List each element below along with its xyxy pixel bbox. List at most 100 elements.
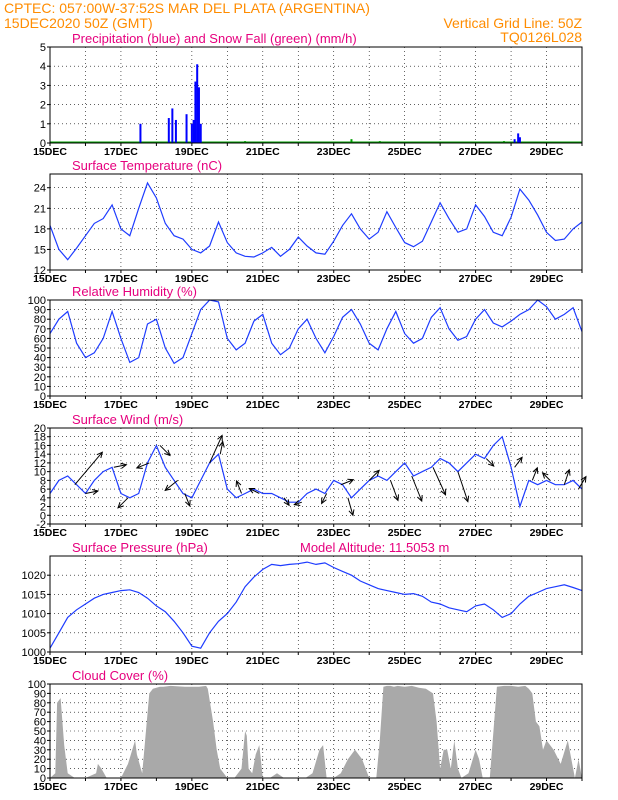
wind-arrowhead xyxy=(416,494,423,503)
y-tick-label: 21 xyxy=(34,203,46,215)
x-tick-label: 21DEC xyxy=(246,399,280,411)
precip-bar xyxy=(197,87,200,143)
wind-arrowhead xyxy=(120,462,128,469)
wind-arrow xyxy=(236,480,242,494)
wind-arrow xyxy=(457,471,469,502)
wind-arrowhead xyxy=(185,499,191,508)
precip-bar xyxy=(194,81,197,143)
x-tick-label: 29DEC xyxy=(530,655,564,667)
y-tick-label: 20 xyxy=(34,423,46,435)
y-tick-label: 90 xyxy=(34,688,46,700)
precip-bar xyxy=(171,108,174,143)
x-tick-label: 29DEC xyxy=(530,527,564,539)
wind-arrowhead xyxy=(217,434,223,442)
x-tick-label: 15DEC xyxy=(33,527,67,539)
y-tick-label: 20 xyxy=(34,372,46,384)
y-tick-label: 18 xyxy=(34,432,46,444)
precip-bar xyxy=(167,118,170,143)
x-tick-label: 19DEC xyxy=(175,146,209,158)
y-tick-label: 15 xyxy=(34,244,46,256)
wind-arrow xyxy=(563,469,570,485)
x-tick-label: 21DEC xyxy=(246,273,280,285)
wind-arrowhead xyxy=(283,499,290,507)
wind-arrow xyxy=(249,488,260,494)
x-tick-label: 27DEC xyxy=(459,399,493,411)
x-tick-label: 17DEC xyxy=(104,655,138,667)
wind-arrowhead xyxy=(347,478,355,485)
x-tick-label: 23DEC xyxy=(317,146,351,158)
wind-arrowhead xyxy=(164,449,171,457)
wind-arrow xyxy=(321,493,328,504)
x-tick-label: 17DEC xyxy=(104,146,138,158)
wind-arrowhead xyxy=(440,488,447,496)
y-tick-label: 90 xyxy=(34,305,46,317)
wind-arrow xyxy=(113,464,127,468)
x-tick-label: 25DEC xyxy=(388,273,422,285)
wind-arrow xyxy=(283,497,290,506)
wind-arrow xyxy=(184,493,191,507)
wind-arrowhead xyxy=(487,460,495,467)
wind-arrowhead xyxy=(348,509,355,517)
x-tick-label: 19DEC xyxy=(175,781,209,793)
x-tick-label: 19DEC xyxy=(175,655,209,667)
y-tick-label: 50 xyxy=(34,343,46,355)
x-tick-label: 21DEC xyxy=(246,655,280,667)
x-tick-label: 27DEC xyxy=(459,527,493,539)
y-tick-label: 10 xyxy=(34,381,46,393)
y-tick-label: 0 xyxy=(40,391,46,403)
x-tick-label: 25DEC xyxy=(388,527,422,539)
wind-arrow xyxy=(531,467,538,481)
wind-arrow xyxy=(432,467,446,495)
wind-arrowhead xyxy=(532,466,539,474)
pressure-title: Surface Pressure (hPa) xyxy=(72,540,208,555)
wind-title: Surface Wind (m/s) xyxy=(72,412,183,427)
wind-arrow xyxy=(74,451,103,486)
pressure-series-line xyxy=(49,561,583,649)
wind-arrowhead xyxy=(580,475,587,483)
x-tick-label: 25DEC xyxy=(388,146,422,158)
y-tick-label: 24 xyxy=(34,183,46,195)
wind-arrowhead xyxy=(235,479,242,487)
wind-arrowhead xyxy=(463,495,470,503)
wind-arrow xyxy=(485,458,495,467)
y-tick-label: 30 xyxy=(34,362,46,374)
wind-arrow xyxy=(136,462,150,469)
wind-arrow xyxy=(294,501,302,506)
y-tick-label: 80 xyxy=(34,698,46,710)
x-tick-label: 15DEC xyxy=(33,655,67,667)
precip-title: Precipitation (blue) and Snow Fall (gree… xyxy=(72,31,357,46)
y-tick-label: 4 xyxy=(40,61,46,73)
x-tick-label: 23DEC xyxy=(317,527,351,539)
x-tick-label: 21DEC xyxy=(246,527,280,539)
x-tick-label: 17DEC xyxy=(104,781,138,793)
x-tick-label: 25DEC xyxy=(388,655,422,667)
y-tick-label: 1010 xyxy=(22,609,46,621)
x-tick-label: 27DEC xyxy=(459,273,493,285)
humidity-series-line xyxy=(49,299,583,365)
y-tick-label: 4 xyxy=(40,493,46,505)
x-tick-label: 29DEC xyxy=(530,781,564,793)
y-tick-label: 100 xyxy=(28,295,46,307)
temperature-series-line xyxy=(49,181,583,261)
wind-arrow xyxy=(85,490,99,494)
precip-bar xyxy=(517,133,520,143)
wind-arrow xyxy=(347,497,354,516)
y-tick-label: 1 xyxy=(40,119,46,131)
wind-arrow xyxy=(390,480,399,501)
header-grid-line: Vertical Grid Line: 50Z xyxy=(443,15,582,31)
y-tick-label: 30 xyxy=(34,745,46,757)
y-tick-label: 12 xyxy=(34,458,46,470)
precip-frame xyxy=(49,46,583,144)
y-tick-label: 5 xyxy=(40,42,46,54)
precip-bar xyxy=(190,123,193,143)
wind-arrowhead xyxy=(564,468,571,476)
y-tick-label: 1020 xyxy=(22,570,46,582)
pressure-frame xyxy=(49,555,583,653)
model-altitude-label: Model Altitude: 11.5053 m xyxy=(300,540,449,555)
wind-arrowhead xyxy=(393,494,400,502)
y-tick-label: 12 xyxy=(34,265,46,277)
x-tick-label: 27DEC xyxy=(459,655,493,667)
precip-bar xyxy=(196,64,199,143)
wind-arrowhead xyxy=(541,472,549,479)
y-tick-label: 70 xyxy=(34,324,46,336)
